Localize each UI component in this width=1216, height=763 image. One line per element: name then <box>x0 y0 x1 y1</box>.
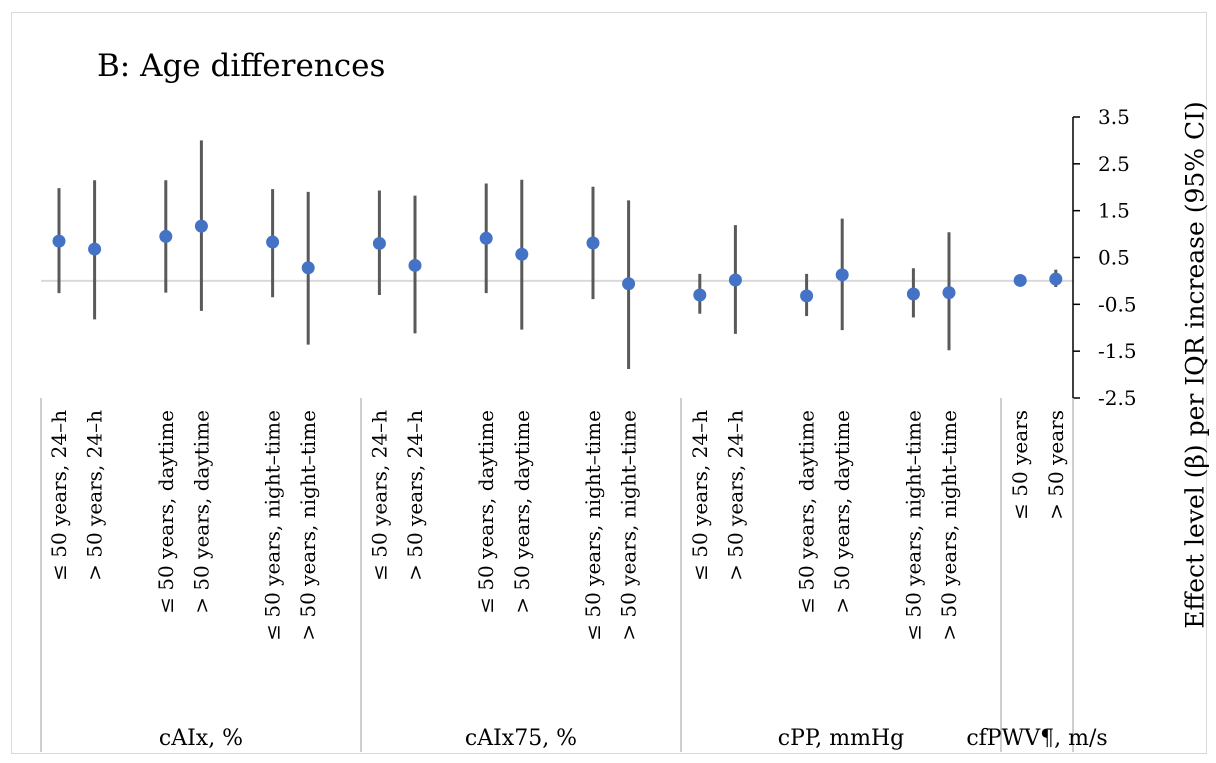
y-tick-label: 0.5 <box>1098 246 1130 270</box>
category-label: ≤ 50 years, 24–h <box>367 410 391 581</box>
group-label: cAIx, % <box>159 726 243 751</box>
category-label: > 50 years, night–time <box>937 410 961 641</box>
y-tick-label: -2.5 <box>1098 386 1137 410</box>
estimate-point <box>728 273 742 287</box>
estimate-point <box>800 289 814 303</box>
estimate-point <box>622 277 636 291</box>
category-label: ≤ 50 years, 24–h <box>688 410 712 581</box>
estimate-point <box>693 288 707 302</box>
y-tick-label: 2.5 <box>1098 152 1130 176</box>
estimate-point <box>88 242 102 256</box>
estimate-point <box>52 234 66 248</box>
estimate-point <box>266 235 280 249</box>
category-label: > 50 years, night–time <box>617 410 641 641</box>
estimate-point <box>586 236 600 250</box>
category-label: ≤ 50 years, daytime <box>795 410 819 614</box>
y-tick-label: -0.5 <box>1098 292 1137 316</box>
estimate-point <box>906 287 920 301</box>
category-label: > 50 years, night–time <box>296 410 320 641</box>
y-tick-label: 3.5 <box>1098 105 1130 129</box>
category-label: ≤ 50 years <box>1008 410 1032 520</box>
category-label: > 50 years, daytime <box>830 410 854 614</box>
category-label: ≤ 50 years, night–time <box>901 410 925 641</box>
estimate-point <box>1049 272 1063 286</box>
category-label: ≤ 50 years, night–time <box>261 410 285 641</box>
category-label: > 50 years <box>1044 410 1068 520</box>
category-label: ≤ 50 years, 24–h <box>47 410 71 581</box>
estimate-point <box>479 231 493 245</box>
category-label: > 50 years, 24–h <box>403 410 427 581</box>
estimate-point <box>408 258 422 272</box>
chart-frame <box>11 12 1207 754</box>
estimate-point <box>835 268 849 282</box>
group-label: cPP, mmHg <box>778 726 904 751</box>
category-label: ≤ 50 years, daytime <box>154 410 178 614</box>
estimate-point <box>942 286 956 300</box>
estimate-point <box>194 219 208 233</box>
group-label: cAIx75, % <box>465 726 577 751</box>
category-label: > 50 years, daytime <box>189 410 213 614</box>
category-label: ≤ 50 years, daytime <box>474 410 498 614</box>
estimate-point <box>372 236 386 250</box>
category-label: > 50 years, 24–h <box>723 410 747 581</box>
category-label: > 50 years, 24–h <box>83 410 107 581</box>
category-label: ≤ 50 years, night–time <box>581 410 605 641</box>
category-label: > 50 years, daytime <box>510 410 534 614</box>
y-tick-label: 1.5 <box>1098 199 1130 223</box>
y-tick-label: -1.5 <box>1098 339 1137 363</box>
estimate-point <box>159 229 173 243</box>
chart-title: B: Age differences <box>97 48 386 84</box>
estimate-point <box>1013 273 1027 287</box>
group-label: cfPWV¶, m/s <box>966 726 1107 751</box>
estimate-point <box>515 247 529 261</box>
estimate-point <box>301 261 315 275</box>
